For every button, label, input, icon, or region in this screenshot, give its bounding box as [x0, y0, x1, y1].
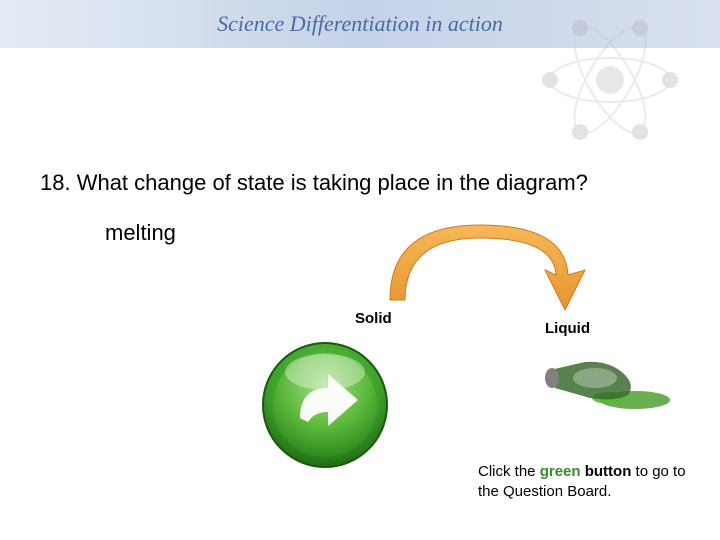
- atom-decoration-icon: [540, 10, 680, 150]
- answer-text: melting: [105, 220, 176, 246]
- liquid-bottle-icon: [540, 350, 670, 410]
- next-button[interactable]: [260, 340, 390, 470]
- instruction-text: Click the green button to go to the Ques…: [478, 462, 688, 501]
- instruction-bold: button: [581, 463, 632, 480]
- question-text: 18. What change of state is taking place…: [40, 170, 588, 196]
- instruction-prefix: Click the: [478, 463, 540, 480]
- solid-label: Solid: [355, 310, 392, 327]
- header-title: Science Differentiation in action: [217, 11, 503, 37]
- instruction-green: green: [540, 463, 581, 480]
- liquid-label: Liquid: [545, 320, 590, 337]
- transition-arrow-icon: [370, 210, 600, 310]
